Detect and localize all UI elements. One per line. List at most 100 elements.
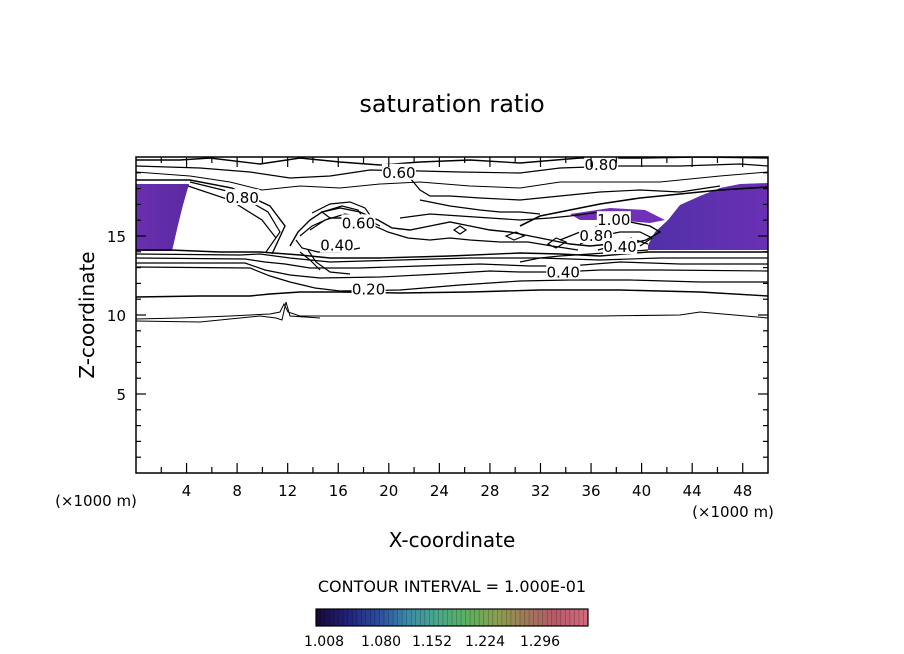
colorbar-swatch xyxy=(402,609,407,626)
contour-label: 0.20 xyxy=(352,281,385,299)
colorbar-swatch xyxy=(456,609,462,626)
colorbar-swatch xyxy=(424,609,430,626)
colorbar-label: 1.152 xyxy=(412,634,452,650)
colorbar-swatch xyxy=(461,609,466,626)
y-axis-label: Z-coordinate xyxy=(75,251,99,378)
contour-interval-label: CONTOUR INTERVAL = 1.000E-01 xyxy=(318,577,586,596)
x-tick-label: 44 xyxy=(683,482,702,500)
colorbar-swatch xyxy=(452,609,457,626)
colorbar-swatch xyxy=(569,609,575,626)
contour-label: 0.40 xyxy=(547,263,580,281)
colorbar-swatch xyxy=(406,609,412,626)
colorbar-labels: 1.008 1.080 1.152 1.224 1.296 xyxy=(304,634,560,650)
colorbar-swatch xyxy=(510,609,516,626)
colorbar-swatch xyxy=(379,609,385,626)
contour-label-bg xyxy=(603,238,638,255)
x-tick-label: 40 xyxy=(632,482,651,500)
colorbar-swatch xyxy=(551,609,557,626)
colorbar-swatch xyxy=(529,609,534,626)
x-tick-label: 8 xyxy=(232,482,242,500)
colorbar-swatch xyxy=(361,609,367,626)
colorbar xyxy=(315,608,589,627)
colorbar-swatch xyxy=(388,609,394,626)
colorbar-swatch xyxy=(334,609,339,626)
colorbar-swatch xyxy=(488,609,494,626)
colorbar-swatch xyxy=(501,609,507,626)
contour-label-bg xyxy=(596,211,631,228)
colorbar-swatch xyxy=(365,609,371,626)
colorbar-swatch xyxy=(542,609,548,626)
colorbar-swatch xyxy=(515,609,521,626)
y-axis-ticks: 5 10 15 xyxy=(107,172,768,458)
colorbar-swatch xyxy=(316,609,321,626)
colorbar-swatch xyxy=(415,609,421,626)
contour-label: 0.60 xyxy=(342,214,375,232)
contour-label: 1.00 xyxy=(597,211,630,229)
colorbar-swatch xyxy=(583,609,589,626)
filled-region-left xyxy=(136,184,189,251)
colorbar-label: 1.080 xyxy=(361,634,401,650)
x-tick-label: 28 xyxy=(480,482,499,500)
colorbar-swatch xyxy=(420,609,426,626)
colorbar-swatch xyxy=(574,609,580,626)
colorbar-swatch xyxy=(384,609,389,626)
contour-labels: 0.60 0.800.800.600.401.000.800.400.400.20 xyxy=(225,155,638,299)
contour-label-bg xyxy=(225,189,260,206)
colorbar-swatch xyxy=(470,609,475,626)
colorbar-label: 1.008 xyxy=(304,634,344,650)
colorbar-swatch xyxy=(397,609,403,626)
contour-label-bg xyxy=(351,280,386,297)
colorbar-swatch xyxy=(429,609,435,626)
colorbar-swatch xyxy=(520,609,525,626)
colorbar-swatch xyxy=(411,609,417,626)
colorbar-swatch xyxy=(393,609,398,626)
x-tick-label: 16 xyxy=(329,482,348,500)
y-tick-label: 10 xyxy=(107,307,126,325)
contour-label-bg xyxy=(584,155,619,172)
chart-title: saturation ratio xyxy=(359,90,544,118)
x-axis-label: X-coordinate xyxy=(389,528,516,552)
contour-label: 0.80 xyxy=(225,189,258,207)
x-tick-label: 32 xyxy=(531,482,550,500)
x-axis-ticks: 4 8 12 16 20 24 28 32 36 40 44 48 xyxy=(160,157,752,500)
colorbar-swatch xyxy=(479,609,485,626)
colorbar-swatch xyxy=(374,609,380,626)
colorbar-swatch xyxy=(578,609,584,626)
x-tick-label: 36 xyxy=(581,482,600,500)
colorbar-swatch xyxy=(560,609,566,626)
colorbar-swatch xyxy=(329,609,335,626)
contour-label-bg xyxy=(341,214,376,231)
colorbar-swatch xyxy=(343,609,349,626)
colorbar-swatch xyxy=(442,609,448,626)
contour-label-bg xyxy=(546,263,581,280)
colorbar-swatch xyxy=(524,609,530,626)
contour-lines xyxy=(136,157,768,323)
filled-region-right xyxy=(648,183,768,250)
x-tick-label: 12 xyxy=(278,482,297,500)
colorbar-swatch xyxy=(547,609,553,626)
colorbar-swatch xyxy=(325,609,330,626)
y-unit-label: (×1000 m) xyxy=(55,492,137,510)
colorbar-label: 1.296 xyxy=(520,634,560,650)
x-unit-label: (×1000 m) xyxy=(692,503,774,521)
colorbar-swatch xyxy=(506,609,512,626)
contour-label: 0.80 xyxy=(584,156,617,174)
colorbar-label: 1.224 xyxy=(465,634,505,650)
contour-label-bg xyxy=(381,163,416,180)
colorbar-swatch xyxy=(356,609,362,626)
colorbar-swatch xyxy=(492,609,498,626)
x-tick-label: 20 xyxy=(379,482,398,500)
colorbar-swatch xyxy=(338,609,344,626)
colorbar-swatch xyxy=(497,609,503,626)
colorbar-swatch xyxy=(320,609,326,626)
colorbar-swatch xyxy=(370,609,376,626)
colorbar-swatch xyxy=(433,609,439,626)
y-tick-label: 5 xyxy=(116,386,126,404)
contour-label: 0.60 xyxy=(382,164,415,182)
colorbar-swatch xyxy=(347,609,353,626)
x-tick-label: 48 xyxy=(733,482,752,500)
colorbar-swatch xyxy=(483,609,489,626)
colorbar-swatch xyxy=(474,609,480,626)
contour-label: 0.40 xyxy=(320,236,353,254)
